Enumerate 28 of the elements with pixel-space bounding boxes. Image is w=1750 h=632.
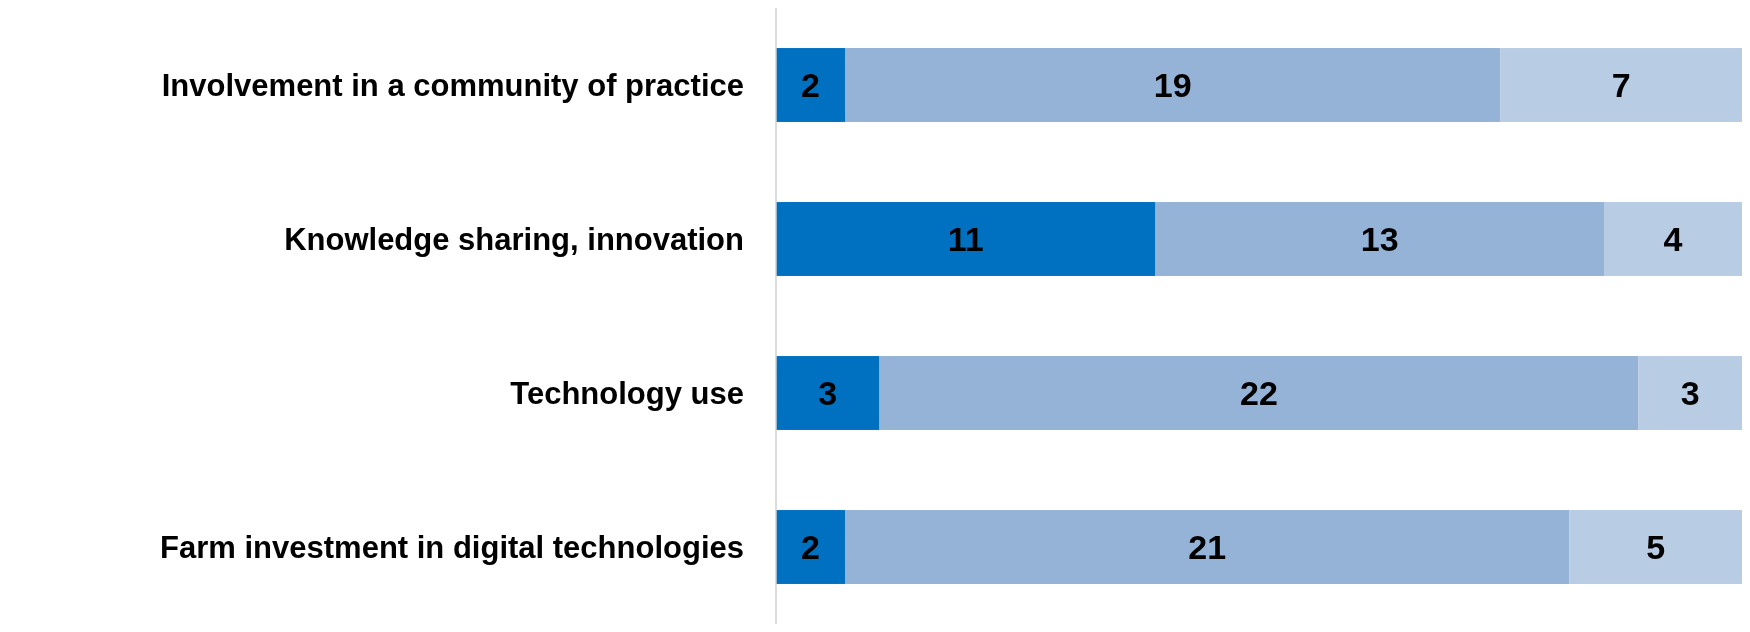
data-label: 4 xyxy=(1663,219,1683,258)
bar xyxy=(845,48,1501,122)
bar xyxy=(1569,510,1742,584)
data-label: 7 xyxy=(1611,65,1631,104)
data-label: 13 xyxy=(1360,219,1399,258)
y-tick-label: Knowledge sharing, innovation xyxy=(284,221,744,257)
data-label: 11 xyxy=(947,219,984,258)
data-label: 22 xyxy=(1240,373,1278,412)
data-label: 5 xyxy=(1646,527,1666,566)
y-tick-label: Involvement in a community of practice xyxy=(161,67,744,103)
bar xyxy=(776,510,845,584)
bar xyxy=(1638,356,1742,430)
data-label: 2 xyxy=(801,527,820,566)
data-label: 3 xyxy=(1680,373,1700,412)
data-label: 2 xyxy=(801,65,820,104)
bar xyxy=(845,510,1570,584)
data-label: 19 xyxy=(1153,65,1192,104)
bar xyxy=(776,356,880,430)
bar xyxy=(1155,202,1604,276)
bar xyxy=(1604,202,1742,276)
bar xyxy=(776,202,1156,276)
data-label: 3 xyxy=(818,373,838,412)
data-label: 21 xyxy=(1188,527,1227,566)
y-tick-label: Farm investment in digital technologies xyxy=(160,529,744,565)
bar xyxy=(1500,48,1742,122)
bar xyxy=(879,356,1639,430)
y-tick-label: Technology use xyxy=(510,375,744,411)
bar xyxy=(776,48,845,122)
